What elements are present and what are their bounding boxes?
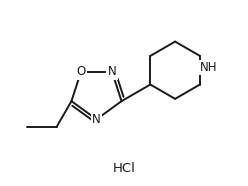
Text: N: N bbox=[92, 113, 101, 126]
Text: O: O bbox=[76, 65, 86, 78]
Text: HCl: HCl bbox=[113, 162, 135, 175]
Text: NH: NH bbox=[200, 61, 217, 74]
Text: N: N bbox=[108, 65, 116, 78]
